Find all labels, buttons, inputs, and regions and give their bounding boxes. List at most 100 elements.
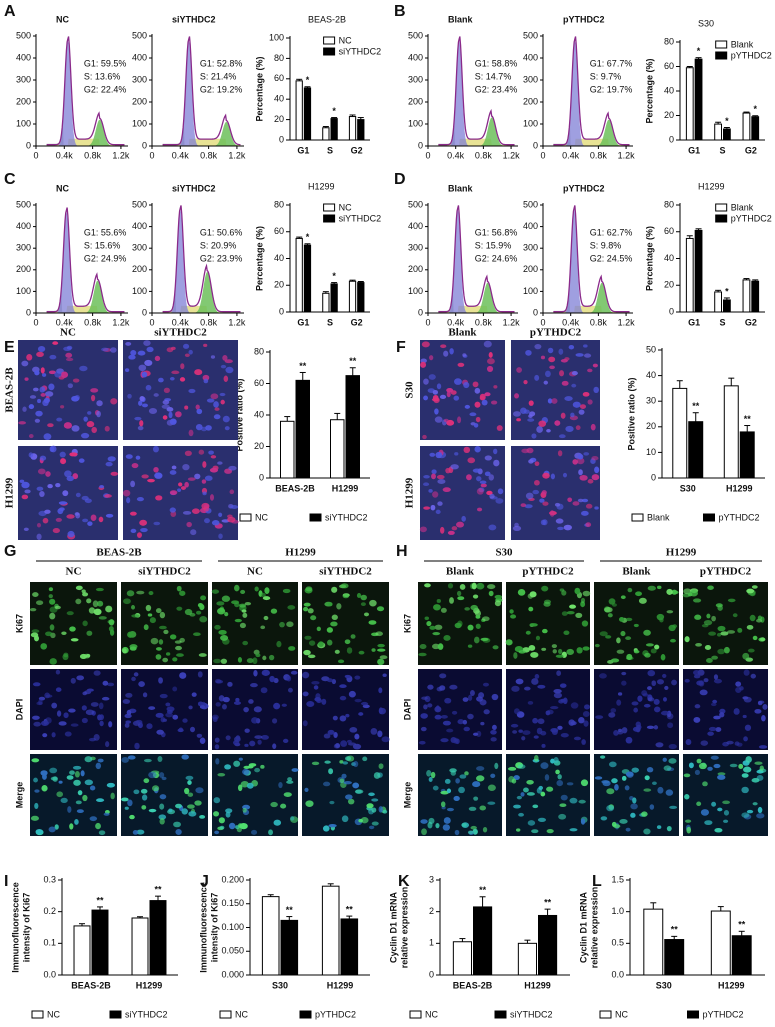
- nucleus: [154, 355, 161, 362]
- row-label: Ki67: [402, 614, 412, 633]
- nucleus: [252, 657, 258, 665]
- nucleus: [187, 804, 195, 809]
- nucleus: [214, 407, 220, 411]
- nucleus: [695, 642, 702, 647]
- x-tick-label: 0: [33, 150, 38, 160]
- nucleus: [737, 627, 743, 633]
- nucleus: [581, 498, 589, 503]
- nucleus: [206, 398, 215, 403]
- y-tick-label: 80: [254, 346, 264, 356]
- y-tick-label: 400: [132, 221, 147, 231]
- nucleus: [726, 740, 734, 745]
- nucleus: [155, 647, 162, 651]
- y-tick-label: 0: [418, 307, 423, 317]
- flow-stat: G2: 24.9%: [84, 253, 127, 263]
- nucleus: [67, 806, 72, 813]
- nucleus: [95, 587, 104, 592]
- nucleus: [456, 521, 464, 528]
- nucleus: [518, 812, 524, 817]
- g1-fill: [553, 40, 630, 146]
- nucleus: [537, 684, 546, 689]
- nucleus: [698, 680, 705, 687]
- nucleus: [344, 639, 351, 645]
- nucleus: [434, 416, 443, 423]
- bar: [517, 942, 537, 976]
- bar: [723, 385, 739, 479]
- bar: [357, 282, 365, 313]
- nucleus: [553, 757, 559, 764]
- nucleus: [559, 683, 567, 688]
- x-tick-label: H1299: [726, 483, 753, 493]
- y-axis-label: relative expression: [399, 887, 409, 969]
- nucleus: [514, 708, 520, 715]
- nucleus: [184, 787, 190, 795]
- nucleus: [21, 481, 30, 489]
- nucleus: [49, 445, 55, 453]
- y-tick-label: 100: [523, 118, 538, 128]
- nucleus: [188, 811, 197, 817]
- nucleus: [82, 794, 88, 802]
- nucleus: [754, 708, 762, 714]
- nucleus: [646, 725, 655, 730]
- nucleus: [69, 626, 76, 632]
- nucleus: [137, 350, 146, 356]
- nucleus: [711, 801, 717, 807]
- nucleus: [371, 821, 379, 826]
- y-tick-label: 0.050: [221, 946, 244, 956]
- nucleus: [45, 694, 53, 698]
- nucleus: [540, 762, 549, 769]
- significance: **: [299, 361, 307, 371]
- legend-label: NC: [235, 1009, 248, 1019]
- y-axis-label: Cyclin D1 mRNA: [388, 891, 398, 963]
- nucleus: [717, 807, 723, 812]
- nucleus: [493, 385, 498, 389]
- nucleus: [21, 494, 29, 500]
- nucleus: [311, 680, 320, 685]
- nucleus: [89, 785, 96, 791]
- nucleus: [704, 644, 712, 651]
- nucleus: [621, 775, 627, 781]
- nucleus: [104, 425, 110, 432]
- nucleus: [662, 673, 667, 678]
- nucleus: [148, 808, 157, 813]
- nucleus: [82, 518, 89, 523]
- nucleus: [108, 619, 115, 626]
- nucleus: [210, 455, 217, 459]
- nucleus: [34, 370, 40, 376]
- nucleus: [126, 590, 135, 597]
- legend-label: siYTHDC2: [339, 46, 382, 56]
- nucleus: [262, 596, 271, 601]
- nucleus: [182, 718, 188, 723]
- nucleus: [630, 812, 636, 818]
- nucleus: [481, 616, 490, 622]
- nucleus: [541, 743, 546, 748]
- nucleus: [160, 716, 166, 723]
- nucleus: [105, 741, 110, 748]
- nucleus: [162, 415, 168, 420]
- panel-letter: L: [592, 873, 602, 890]
- nucleus: [442, 720, 451, 726]
- nucleus: [472, 781, 481, 788]
- nucleus: [487, 584, 496, 590]
- x-tick-label: BEAS-2B: [71, 980, 111, 990]
- bar: [149, 900, 167, 976]
- nucleus: [461, 515, 466, 522]
- nucleus: [512, 525, 522, 531]
- nucleus: [228, 465, 237, 471]
- nucleus: [272, 718, 278, 724]
- nucleus: [484, 455, 492, 461]
- nucleus: [238, 757, 243, 761]
- nucleus: [345, 756, 352, 761]
- nucleus: [181, 808, 188, 815]
- row-label: DAPI: [402, 699, 412, 721]
- nucleus: [214, 737, 220, 743]
- nucleus: [40, 367, 45, 374]
- y-tick-label: 200: [132, 96, 147, 106]
- nucleus: [98, 830, 106, 836]
- nucleus: [58, 721, 67, 726]
- nucleus: [330, 621, 338, 627]
- nucleus: [429, 452, 436, 457]
- chart-title: H1299: [698, 181, 725, 191]
- nucleus: [378, 687, 383, 694]
- flow-stat: G2: 23.4%: [475, 84, 518, 94]
